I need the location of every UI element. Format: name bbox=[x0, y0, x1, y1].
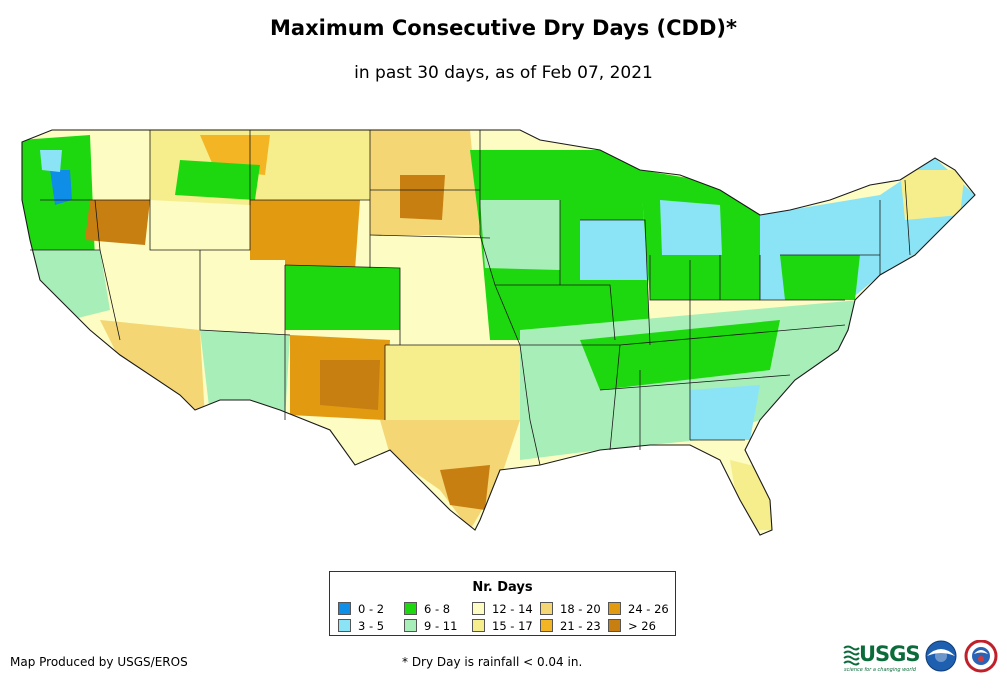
region-9-11-n-california bbox=[30, 250, 110, 320]
legend-grid: 0 - 2 3 - 5 6 - 8 9 - 11 12 - 14 15 - 17… bbox=[338, 601, 673, 633]
nws-logo-icon bbox=[964, 640, 998, 673]
region-over-26-oregon bbox=[85, 200, 150, 245]
legend-item-0-2: 0 - 2 bbox=[338, 601, 404, 616]
legend-item-3-5: 3 - 5 bbox=[338, 618, 404, 633]
swatch-21-23 bbox=[540, 619, 553, 632]
map-subtitle: in past 30 days, as of Feb 07, 2021 bbox=[354, 63, 653, 83]
map-credit: Map Produced by USGS/EROS bbox=[10, 655, 188, 669]
legend: Nr. Days 0 - 2 3 - 5 6 - 8 9 - 11 12 - 1… bbox=[329, 571, 676, 636]
swatch-6-8 bbox=[404, 602, 417, 615]
region-9-11-arizona bbox=[200, 330, 290, 420]
legend-label-6-8: 6 - 8 bbox=[424, 601, 451, 616]
agency-logos: USGS science for a changing world bbox=[843, 640, 1003, 680]
region-over-26-south-texas bbox=[440, 465, 490, 510]
legend-item-over-26: > 26 bbox=[608, 618, 672, 633]
region-24-26-wyoming bbox=[250, 200, 360, 270]
swatch-12-14 bbox=[472, 602, 485, 615]
swatch-9-11 bbox=[404, 619, 417, 632]
swatch-24-26 bbox=[608, 602, 621, 615]
legend-label-9-11: 9 - 11 bbox=[424, 618, 458, 633]
legend-item-24-26: 24 - 26 bbox=[608, 601, 672, 616]
region-over-26-new-mexico bbox=[320, 360, 380, 410]
dry-day-footnote: * Dry Day is rainfall < 0.04 in. bbox=[402, 655, 583, 669]
legend-label-0-2: 0 - 2 bbox=[358, 601, 385, 616]
region-9-11-iowa-minnesota bbox=[480, 200, 560, 270]
legend-item-9-11: 9 - 11 bbox=[404, 618, 472, 633]
usgs-wave-icon bbox=[843, 645, 860, 666]
legend-label-12-14: 12 - 14 bbox=[492, 601, 533, 616]
logo-graphics bbox=[843, 640, 998, 673]
swatch-15-17 bbox=[472, 619, 485, 632]
legend-label-24-26: 24 - 26 bbox=[628, 601, 669, 616]
region-6-8-colorado bbox=[285, 265, 400, 330]
legend-label-15-17: 15 - 17 bbox=[492, 618, 533, 633]
region-12-14-utah bbox=[200, 260, 285, 330]
region-3-5-wisconsin bbox=[580, 220, 650, 280]
region-15-17-maine bbox=[900, 170, 965, 220]
legend-label-21-23: 21 - 23 bbox=[560, 618, 601, 633]
legend-label-over-26: > 26 bbox=[628, 618, 656, 633]
region-6-8-idaho bbox=[175, 160, 260, 200]
legend-title: Nr. Days bbox=[472, 580, 533, 595]
swatch-0-2 bbox=[338, 602, 351, 615]
usgs-wordmark: USGS bbox=[859, 642, 921, 666]
swatch-over-26 bbox=[608, 619, 621, 632]
region-3-5-washington bbox=[40, 150, 62, 172]
region-6-8-pennsylvania bbox=[780, 255, 860, 300]
cdd-shading bbox=[22, 130, 975, 535]
legend-item-15-17: 15 - 17 bbox=[472, 618, 540, 633]
region-15-17-oklahoma bbox=[385, 345, 520, 420]
state-borders bbox=[21, 129, 976, 536]
usgs-tagline: science for a changing world bbox=[844, 667, 916, 673]
noaa-logo-icon bbox=[925, 640, 957, 672]
legend-item-18-20: 18 - 20 bbox=[540, 601, 608, 616]
region-3-5-georgia bbox=[690, 385, 760, 440]
swatch-3-5 bbox=[338, 619, 351, 632]
map-title: Maximum Consecutive Dry Days (CDD)* bbox=[270, 16, 737, 40]
legend-label-18-20: 18 - 20 bbox=[560, 601, 601, 616]
region-0-2-washington bbox=[50, 170, 72, 205]
swatch-18-20 bbox=[540, 602, 553, 615]
legend-label-3-5: 3 - 5 bbox=[358, 618, 385, 633]
region-6-8-tennessee-valley bbox=[580, 320, 780, 390]
legend-item-21-23: 21 - 23 bbox=[540, 618, 608, 633]
region-over-26-dakotas bbox=[400, 175, 445, 220]
legend-item-6-8: 6 - 8 bbox=[404, 601, 472, 616]
region-3-5-michigan bbox=[660, 200, 722, 255]
legend-item-12-14: 12 - 14 bbox=[472, 601, 540, 616]
